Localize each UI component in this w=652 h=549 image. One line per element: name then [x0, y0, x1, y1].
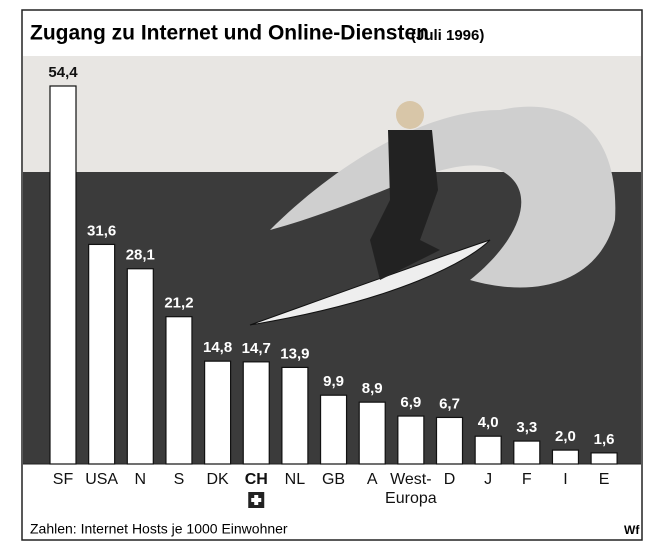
x-tick-label: NL — [284, 471, 306, 488]
value-label: 6,9 — [400, 394, 421, 411]
bar — [551, 449, 580, 465]
bar — [319, 394, 348, 465]
x-tick-label: CH — [244, 471, 268, 488]
bar — [242, 361, 270, 465]
bar — [435, 416, 464, 465]
value-label: 21,2 — [164, 295, 193, 312]
bar — [474, 435, 502, 465]
surfer-head — [396, 101, 424, 129]
value-label: 28,1 — [126, 247, 155, 264]
bar — [165, 316, 193, 465]
value-label: 14,8 — [203, 339, 232, 356]
value-label: 6,7 — [439, 395, 460, 412]
wave — [270, 106, 616, 288]
x-tick-label: SF — [52, 471, 74, 488]
swiss-cross — [251, 498, 262, 502]
bar — [281, 366, 309, 465]
bar — [590, 452, 618, 465]
x-tick-label: A — [366, 471, 378, 488]
value-label: 13,9 — [280, 345, 309, 362]
value-label: 2,0 — [555, 428, 576, 445]
x-tick-label: N — [134, 471, 147, 488]
surfer-body — [370, 130, 440, 280]
bar — [204, 360, 232, 465]
value-label: 31,6 — [87, 222, 116, 239]
x-tick-label: J — [484, 471, 493, 488]
chart-subtitle: (Juli 1996) — [411, 27, 484, 44]
bar — [358, 401, 386, 465]
x-tick-label: F — [521, 471, 532, 488]
x-tick-label: West- Europa — [385, 471, 437, 507]
value-label: 9,9 — [323, 373, 344, 390]
chart-title: Zugang zu Internet und Online-Diensten — [30, 22, 429, 45]
value-label: 54,4 — [48, 64, 78, 81]
bar — [49, 85, 77, 465]
x-tick-label: D — [443, 471, 456, 488]
value-label: 1,6 — [594, 431, 615, 448]
x-tick-label: DK — [206, 471, 229, 488]
x-tick-label: I — [563, 471, 568, 488]
bar — [88, 243, 116, 465]
x-tick-label: S — [173, 471, 185, 488]
bar — [513, 440, 541, 465]
credit: Wf — [624, 523, 640, 537]
x-tick-label: E — [598, 471, 610, 488]
value-label: 14,7 — [242, 340, 271, 357]
value-label: 8,9 — [362, 380, 383, 397]
x-tick-label: USA — [85, 471, 119, 488]
bar — [126, 268, 154, 465]
note: Zahlen: Internet Hosts je 1000 Einwohner — [30, 521, 288, 537]
value-label: 4,0 — [478, 414, 499, 431]
x-tick-label: GB — [321, 471, 346, 488]
value-label: 3,3 — [516, 419, 537, 436]
bar — [397, 415, 425, 465]
surfboard — [249, 239, 491, 326]
